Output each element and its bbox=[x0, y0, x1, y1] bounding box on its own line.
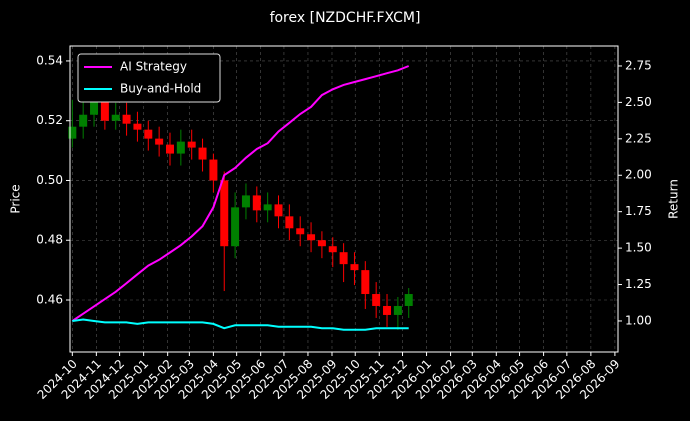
candle-body bbox=[79, 114, 88, 127]
candle-body bbox=[176, 141, 185, 154]
y2-tick-label: 1.25 bbox=[625, 277, 652, 291]
candle-body bbox=[144, 129, 153, 139]
candle-body bbox=[111, 114, 120, 121]
candle-body bbox=[220, 180, 229, 247]
candle-body bbox=[296, 228, 305, 235]
candle-body bbox=[198, 147, 207, 160]
legend-label: Buy-and-Hold bbox=[120, 82, 201, 96]
candle-body bbox=[155, 138, 164, 145]
plot-frame bbox=[69, 45, 619, 353]
y2-tick-label: 2.00 bbox=[625, 168, 652, 182]
candle-body bbox=[165, 144, 174, 154]
candle-body bbox=[361, 270, 370, 295]
candle-body bbox=[339, 252, 348, 265]
y2-tick-label: 1.00 bbox=[625, 313, 652, 327]
candle-body bbox=[285, 216, 294, 229]
y-tick-label: 0.52 bbox=[36, 113, 63, 127]
legend-box bbox=[77, 53, 221, 103]
candle-body bbox=[393, 305, 402, 315]
y2-tick-label: 1.75 bbox=[625, 204, 652, 218]
candle-body bbox=[252, 195, 261, 211]
y2-tick-label: 2.50 bbox=[625, 95, 652, 109]
y2-tick-label: 2.25 bbox=[625, 131, 652, 145]
chart-title: forex [NZDCHF.FXCM] bbox=[270, 10, 421, 26]
y-axis-label: Price bbox=[9, 184, 23, 213]
candle-body bbox=[90, 99, 99, 115]
candle-body bbox=[241, 195, 250, 208]
y-tick-label: 0.46 bbox=[36, 293, 63, 307]
y-tick-label: 0.54 bbox=[36, 53, 63, 67]
candle-body bbox=[317, 240, 326, 247]
candle-body bbox=[274, 204, 283, 217]
candle-body bbox=[122, 114, 131, 124]
candle-body bbox=[350, 264, 359, 271]
candle-body bbox=[307, 234, 316, 241]
y-tick-label: 0.48 bbox=[36, 233, 63, 247]
candle-body bbox=[100, 99, 109, 121]
line-series bbox=[71, 65, 410, 322]
legend-label: AI Strategy bbox=[120, 60, 187, 74]
y-tick-label: 0.50 bbox=[36, 173, 63, 187]
candle-body bbox=[68, 126, 77, 139]
candle-body bbox=[328, 246, 337, 253]
line-series bbox=[72, 318, 409, 331]
y2-tick-label: 1.50 bbox=[625, 241, 652, 255]
y2-axis-label: Return bbox=[667, 179, 681, 219]
candle-body bbox=[383, 305, 392, 315]
candle-body bbox=[404, 294, 413, 306]
candle-body bbox=[133, 123, 142, 130]
candle-body bbox=[209, 159, 218, 181]
candle-body bbox=[231, 207, 240, 247]
candle-body bbox=[263, 204, 272, 211]
y2-tick-label: 2.75 bbox=[625, 58, 652, 72]
candle-body bbox=[372, 294, 381, 306]
candle-body bbox=[187, 141, 196, 148]
